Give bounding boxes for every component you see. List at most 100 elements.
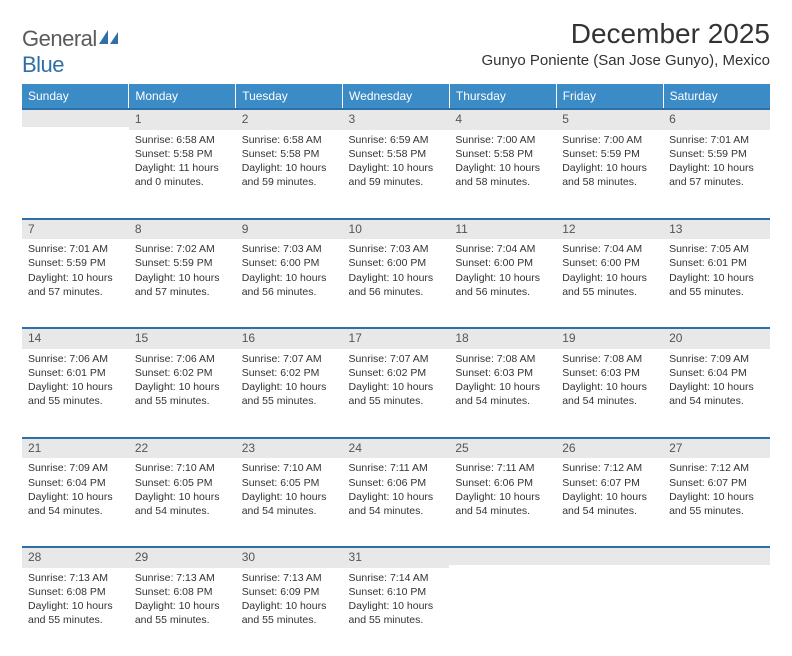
calendar-cell-num: 26 xyxy=(556,437,663,459)
calendar-cell-body: Sunrise: 7:09 AMSunset: 6:04 PMDaylight:… xyxy=(22,458,129,546)
day-number: 12 xyxy=(556,218,663,240)
calendar-cell-body: Sunrise: 6:59 AMSunset: 5:58 PMDaylight:… xyxy=(343,130,450,218)
day-number: 18 xyxy=(449,327,556,349)
calendar-cell-body: Sunrise: 7:07 AMSunset: 6:02 PMDaylight:… xyxy=(236,349,343,437)
calendar-cell-num: 28 xyxy=(22,546,129,568)
header: General Blue December 2025 Gunyo Ponient… xyxy=(22,18,770,78)
day-content: Sunrise: 7:04 AMSunset: 6:00 PMDaylight:… xyxy=(449,239,556,307)
calendar-cell-body: Sunrise: 7:00 AMSunset: 5:59 PMDaylight:… xyxy=(556,130,663,218)
calendar-cell-body: Sunrise: 7:06 AMSunset: 6:02 PMDaylight:… xyxy=(129,349,236,437)
calendar-cell-num: 30 xyxy=(236,546,343,568)
day-header: Sunday xyxy=(22,84,129,108)
empty-day xyxy=(556,546,663,565)
calendar-cell-body: Sunrise: 7:10 AMSunset: 6:05 PMDaylight:… xyxy=(236,458,343,546)
calendar-cell-num: 19 xyxy=(556,327,663,349)
day-content: Sunrise: 7:06 AMSunset: 6:02 PMDaylight:… xyxy=(129,349,236,417)
day-number: 9 xyxy=(236,218,343,240)
day-number: 23 xyxy=(236,437,343,459)
calendar-cell-body: Sunrise: 7:03 AMSunset: 6:00 PMDaylight:… xyxy=(343,239,450,327)
calendar-cell-num xyxy=(449,546,556,568)
calendar-cell-num: 14 xyxy=(22,327,129,349)
day-number: 21 xyxy=(22,437,129,459)
day-number: 2 xyxy=(236,108,343,130)
day-content: Sunrise: 6:58 AMSunset: 5:58 PMDaylight:… xyxy=(129,130,236,198)
day-number: 3 xyxy=(343,108,450,130)
day-content: Sunrise: 6:59 AMSunset: 5:58 PMDaylight:… xyxy=(343,130,450,198)
day-header: Tuesday xyxy=(236,84,343,108)
day-content: Sunrise: 7:01 AMSunset: 5:59 PMDaylight:… xyxy=(663,130,770,198)
day-number: 14 xyxy=(22,327,129,349)
day-number: 20 xyxy=(663,327,770,349)
day-content: Sunrise: 7:03 AMSunset: 6:00 PMDaylight:… xyxy=(343,239,450,307)
empty-day xyxy=(449,546,556,565)
empty-day xyxy=(22,108,129,127)
day-number: 1 xyxy=(129,108,236,130)
calendar-cell-body: Sunrise: 7:11 AMSunset: 6:06 PMDaylight:… xyxy=(449,458,556,546)
calendar-cell-num xyxy=(556,546,663,568)
day-content: Sunrise: 7:13 AMSunset: 6:08 PMDaylight:… xyxy=(129,568,236,636)
calendar-cell-body: Sunrise: 7:07 AMSunset: 6:02 PMDaylight:… xyxy=(343,349,450,437)
day-number: 11 xyxy=(449,218,556,240)
day-number: 27 xyxy=(663,437,770,459)
calendar-cell-num: 25 xyxy=(449,437,556,459)
day-content: Sunrise: 7:13 AMSunset: 6:09 PMDaylight:… xyxy=(236,568,343,636)
calendar-cell-num: 12 xyxy=(556,218,663,240)
day-content: Sunrise: 7:11 AMSunset: 6:06 PMDaylight:… xyxy=(449,458,556,526)
day-number: 25 xyxy=(449,437,556,459)
calendar-cell-num: 11 xyxy=(449,218,556,240)
calendar-cell-body: Sunrise: 7:04 AMSunset: 6:00 PMDaylight:… xyxy=(449,239,556,327)
day-content: Sunrise: 7:08 AMSunset: 6:03 PMDaylight:… xyxy=(449,349,556,417)
logo-sail-icon xyxy=(99,30,119,46)
day-number: 17 xyxy=(343,327,450,349)
calendar-cell-body: Sunrise: 6:58 AMSunset: 5:58 PMDaylight:… xyxy=(236,130,343,218)
calendar-cell-num: 20 xyxy=(663,327,770,349)
calendar-cell-num xyxy=(22,108,129,130)
day-number: 8 xyxy=(129,218,236,240)
calendar-cell-num: 9 xyxy=(236,218,343,240)
day-number: 19 xyxy=(556,327,663,349)
calendar-cell-num: 29 xyxy=(129,546,236,568)
calendar-cell-num: 1 xyxy=(129,108,236,130)
day-number: 16 xyxy=(236,327,343,349)
day-content: Sunrise: 7:02 AMSunset: 5:59 PMDaylight:… xyxy=(129,239,236,307)
calendar-cell-body: Sunrise: 7:06 AMSunset: 6:01 PMDaylight:… xyxy=(22,349,129,437)
calendar-cell-num: 31 xyxy=(343,546,450,568)
logo-text: General Blue xyxy=(22,26,119,78)
calendar-cell-body: Sunrise: 7:00 AMSunset: 5:58 PMDaylight:… xyxy=(449,130,556,218)
calendar-cell-num: 27 xyxy=(663,437,770,459)
calendar-header-row: SundayMondayTuesdayWednesdayThursdayFrid… xyxy=(22,84,770,108)
calendar-cell-num: 10 xyxy=(343,218,450,240)
day-content: Sunrise: 7:14 AMSunset: 6:10 PMDaylight:… xyxy=(343,568,450,636)
calendar-cell-num: 3 xyxy=(343,108,450,130)
empty-day xyxy=(663,546,770,565)
calendar-cell-body: Sunrise: 7:11 AMSunset: 6:06 PMDaylight:… xyxy=(343,458,450,546)
calendar-cell-body: Sunrise: 6:58 AMSunset: 5:58 PMDaylight:… xyxy=(129,130,236,218)
calendar-table: SundayMondayTuesdayWednesdayThursdayFrid… xyxy=(22,84,770,656)
calendar-cell-num: 4 xyxy=(449,108,556,130)
calendar-cell-num: 7 xyxy=(22,218,129,240)
day-content: Sunrise: 6:58 AMSunset: 5:58 PMDaylight:… xyxy=(236,130,343,198)
calendar-cell-num: 22 xyxy=(129,437,236,459)
day-content: Sunrise: 7:03 AMSunset: 6:00 PMDaylight:… xyxy=(236,239,343,307)
day-content: Sunrise: 7:10 AMSunset: 6:05 PMDaylight:… xyxy=(129,458,236,526)
calendar-cell-body: Sunrise: 7:12 AMSunset: 6:07 PMDaylight:… xyxy=(556,458,663,546)
day-content: Sunrise: 7:12 AMSunset: 6:07 PMDaylight:… xyxy=(663,458,770,526)
day-header: Thursday xyxy=(449,84,556,108)
calendar-cell-num xyxy=(663,546,770,568)
day-content: Sunrise: 7:00 AMSunset: 5:58 PMDaylight:… xyxy=(449,130,556,198)
calendar-cell-body: Sunrise: 7:12 AMSunset: 6:07 PMDaylight:… xyxy=(663,458,770,546)
calendar-cell-num: 17 xyxy=(343,327,450,349)
logo: General Blue xyxy=(22,26,119,78)
day-content: Sunrise: 7:04 AMSunset: 6:00 PMDaylight:… xyxy=(556,239,663,307)
calendar-cell-body: Sunrise: 7:01 AMSunset: 5:59 PMDaylight:… xyxy=(663,130,770,218)
day-number: 31 xyxy=(343,546,450,568)
day-number: 24 xyxy=(343,437,450,459)
calendar-cell-body: Sunrise: 7:03 AMSunset: 6:00 PMDaylight:… xyxy=(236,239,343,327)
day-content: Sunrise: 7:09 AMSunset: 6:04 PMDaylight:… xyxy=(663,349,770,417)
calendar-cell-num: 2 xyxy=(236,108,343,130)
day-content: Sunrise: 7:10 AMSunset: 6:05 PMDaylight:… xyxy=(236,458,343,526)
day-content: Sunrise: 7:07 AMSunset: 6:02 PMDaylight:… xyxy=(236,349,343,417)
day-number: 5 xyxy=(556,108,663,130)
calendar-cell-body xyxy=(22,130,129,218)
day-content: Sunrise: 7:08 AMSunset: 6:03 PMDaylight:… xyxy=(556,349,663,417)
